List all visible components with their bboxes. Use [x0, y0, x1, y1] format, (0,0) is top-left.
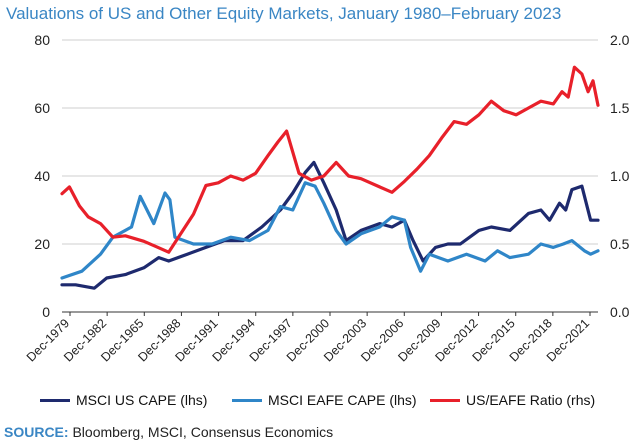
legend: MSCI US CAPE (lhs) MSCI EAFE CAPE (lhs) …	[0, 392, 640, 414]
right-axis-tick-label: 1.5	[610, 100, 630, 116]
left-axis-tick-label: 80	[34, 32, 50, 48]
chart-area: 0204060800.00.51.01.52.0Dec-1979Dec-1982…	[24, 32, 630, 364]
series-line	[60, 65, 600, 254]
legend-item-ratio: US/EAFE Ratio (rhs)	[430, 392, 595, 408]
right-axis-tick-label: 2.0	[610, 32, 630, 48]
right-axis-tick-label: 1.0	[610, 168, 630, 184]
legend-label: US/EAFE Ratio (rhs)	[466, 392, 596, 408]
legend-item-us-cape: MSCI US CAPE (lhs)	[40, 392, 207, 408]
left-axis-tick-label: 40	[34, 168, 50, 184]
left-axis-tick-label: 0	[42, 304, 50, 320]
left-axis-tick-label: 20	[34, 236, 50, 252]
legend-swatch	[40, 398, 70, 402]
right-axis-tick-label: 0.5	[610, 236, 630, 252]
legend-label: MSCI US CAPE (lhs)	[76, 392, 208, 408]
legend-swatch	[232, 398, 262, 402]
legend-label: MSCI EAFE CAPE (lhs)	[268, 392, 417, 408]
chart-title: Valuations of US and Other Equity Market…	[6, 4, 562, 23]
legend-swatch	[430, 398, 460, 402]
source-text: Bloomberg, MSCI, Consensus Economics	[72, 424, 334, 440]
source-note: SOURCE: Bloomberg, MSCI, Consensus Econo…	[4, 424, 333, 440]
legend-item-eafe-cape: MSCI EAFE CAPE (lhs)	[232, 392, 417, 408]
right-axis-tick-label: 0.0	[610, 304, 630, 320]
series-line	[60, 181, 600, 280]
source-label: SOURCE:	[4, 424, 69, 440]
left-axis-tick-label: 60	[34, 100, 50, 116]
series-line	[60, 160, 600, 290]
